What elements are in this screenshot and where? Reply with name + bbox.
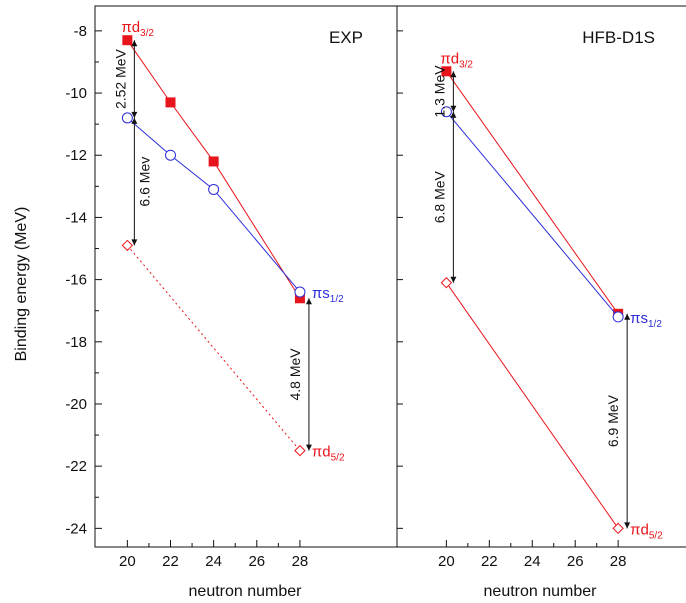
annotation-label: 4.8 MeV — [287, 348, 303, 401]
plot-frame — [396, 5, 686, 548]
y-tick-label: -10 — [65, 85, 87, 102]
arrow-head-down — [624, 522, 631, 529]
series-line-0 — [445, 71, 619, 315]
arrow-head-up — [131, 40, 138, 47]
x-tick-label: 28 — [292, 553, 309, 570]
y-tick-label: -22 — [65, 458, 87, 475]
y-tick-label: -12 — [65, 147, 87, 164]
x-tick-label: 22 — [481, 553, 498, 570]
annotation-label: 6.6 Mev — [136, 157, 152, 207]
annotation-label: 6.8 MeV — [431, 170, 447, 223]
arrow-head-up — [450, 71, 457, 78]
series-line-1 — [445, 111, 619, 318]
x-tick-label: 24 — [205, 553, 222, 570]
level-label-base: πd — [312, 444, 331, 461]
data-point-circle — [294, 286, 306, 298]
arrow-head-down — [131, 239, 138, 246]
arrow-head-down — [450, 276, 457, 283]
data-point-circle — [165, 149, 176, 161]
series-line-0 — [126, 39, 301, 299]
level-label-base: πs — [312, 285, 330, 302]
x-tick-label: 26 — [567, 553, 584, 570]
level-label-sub: 3/2 — [459, 59, 473, 70]
arrow-head-up — [305, 298, 312, 305]
x-tick-label: 28 — [610, 553, 627, 570]
x-tick-label: 20 — [438, 553, 455, 570]
arrow-head-down — [305, 444, 312, 451]
level-label-sub: 5/2 — [649, 530, 663, 541]
data-point-square — [122, 35, 133, 46]
data-point-square — [208, 156, 219, 167]
data-point-circle — [612, 311, 624, 323]
panel-title: EXP — [329, 28, 363, 47]
x-tick-label: 24 — [524, 553, 541, 570]
x-axis-title-hfb: neutron number — [484, 583, 598, 600]
level-label: πd3/2 — [440, 50, 473, 70]
data-point-diamond — [612, 522, 624, 535]
data-point-diamond — [440, 277, 453, 289]
arrow-head-down — [131, 111, 138, 118]
x-axis-title-exp: neutron number — [189, 583, 303, 600]
level-label-base: πd — [440, 50, 459, 67]
data-point-diamond — [121, 239, 134, 252]
y-tick-label: -14 — [65, 209, 87, 226]
level-label: πd3/2 — [121, 19, 154, 39]
data-point-circle — [121, 112, 133, 124]
arrow-head-up — [624, 313, 631, 320]
data-point-square — [441, 66, 452, 77]
level-label: πd5/2 — [312, 444, 345, 464]
y-axis-title: Binding energy (MeV) — [13, 207, 30, 362]
level-label-sub: 1/2 — [648, 319, 662, 330]
series-line-1 — [127, 117, 301, 293]
level-label-base: πd — [121, 19, 140, 36]
data-point-square — [294, 293, 305, 304]
x-tick-label: 22 — [162, 553, 179, 570]
panel-exp: -8 -10 -12 -14 -16 -18 -20 -22 -24 20 22 24 26 28 EXP π… — [65, 5, 398, 570]
annotation-label: 1.3 MeV — [431, 65, 447, 118]
y-tick-label: -8 — [74, 23, 87, 40]
level-label-sub: 1/2 — [330, 294, 344, 305]
annotation-label: 2.52 MeV — [112, 48, 128, 109]
y-tick-label: -20 — [65, 396, 87, 413]
data-point-circle — [440, 106, 452, 118]
data-point-diamond — [294, 444, 306, 457]
arrow-head-down — [450, 105, 457, 112]
data-point-square — [165, 97, 176, 108]
series-line-2 — [445, 282, 619, 529]
level-label-sub: 3/2 — [140, 28, 154, 39]
plot-frame — [94, 5, 398, 548]
arrow-head-up — [450, 111, 457, 118]
level-label: πs1/2 — [312, 285, 344, 305]
annotation-label: 6.9 MeV — [605, 394, 621, 447]
y-tick-label: -24 — [65, 520, 87, 537]
y-tick-label: -18 — [65, 334, 87, 351]
x-tick-label: 20 — [119, 553, 136, 570]
x-tick-label: 26 — [248, 553, 265, 570]
level-label-base: πs — [630, 310, 648, 327]
level-label-sub: 5/2 — [331, 453, 345, 464]
level-label-base: πd — [630, 521, 649, 538]
level-label: πd5/2 — [630, 521, 663, 541]
series-line-2 — [126, 245, 301, 451]
level-label: πs1/2 — [630, 310, 662, 330]
y-tick-label: -16 — [65, 272, 87, 289]
data-point-circle — [208, 183, 220, 195]
arrow-head-up — [131, 117, 138, 124]
panel-title: HFB-D1S — [582, 28, 655, 47]
